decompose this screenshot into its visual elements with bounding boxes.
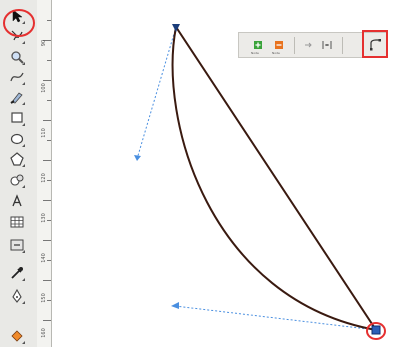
flyout-indicator [22, 278, 25, 281]
ruler-tick [47, 20, 51, 21]
ruler-tick [47, 300, 51, 301]
ruler-tick [43, 280, 51, 281]
break-curve-button[interactable] [318, 36, 336, 54]
paint-bucket-icon [11, 330, 23, 342]
rectangle-tool-button[interactable] [8, 109, 26, 127]
outline-tool-button[interactable] [8, 287, 26, 305]
curve-icon [10, 72, 24, 82]
shapes-icon [10, 174, 24, 186]
polygon-tool-button[interactable] [8, 150, 26, 168]
brush-icon [10, 92, 23, 104]
end-node[interactable] [371, 325, 381, 335]
end-node-highlight [366, 322, 386, 340]
zoom-tool-button[interactable] [8, 48, 26, 66]
to-curve-icon [370, 39, 381, 51]
pen-nib-icon [12, 288, 22, 303]
ruler-tick [43, 160, 51, 161]
start-node[interactable] [172, 24, 180, 32]
ruler-tick [47, 260, 51, 261]
ruler-tick [43, 200, 51, 201]
freehand-tool-button[interactable] [8, 68, 26, 86]
to-curve-button[interactable] [366, 36, 384, 54]
ruler-tick [43, 80, 51, 81]
artistic-media-tool-button[interactable] [8, 88, 26, 106]
flyout-indicator [22, 250, 25, 253]
flyout-indicator [22, 301, 25, 304]
control-handle-point[interactable] [171, 302, 179, 309]
flyout-indicator [22, 62, 25, 65]
toolbox [0, 0, 38, 347]
table-icon [10, 216, 24, 228]
ellipse-tool-button[interactable] [8, 130, 26, 148]
ruler-tick [47, 140, 51, 141]
add-node-label: Node [251, 51, 259, 55]
delete-node-label: Node [272, 51, 280, 55]
ellipse-icon [10, 133, 24, 145]
delete-node-button[interactable] [270, 36, 288, 54]
dimension-tool-button[interactable] [8, 236, 26, 254]
basic-shapes-tool-button[interactable] [8, 171, 26, 189]
vertical-ruler: 90 100 110 120 130 140 150 160 [37, 0, 52, 347]
flyout-indicator [22, 164, 25, 167]
flyout-indicator [22, 144, 25, 147]
break-curve-icon [322, 41, 332, 49]
flyout-indicator [22, 185, 25, 188]
add-node-button[interactable] [249, 36, 267, 54]
delete-node-icon [275, 41, 283, 49]
dimension-icon [10, 239, 24, 251]
flyout-indicator [22, 41, 25, 44]
ruler-tick [43, 320, 51, 321]
control-handle-line [174, 305, 377, 331]
ruler-tick [47, 180, 51, 181]
text-tool-button[interactable] [8, 192, 26, 210]
ruler-tick [47, 220, 51, 221]
separator [342, 37, 343, 54]
ruler-tick [47, 60, 51, 61]
add-node-icon [254, 41, 262, 49]
text-icon [12, 194, 22, 207]
to-curve-highlight [362, 30, 388, 58]
flyout-indicator [22, 341, 25, 344]
table-tool-button[interactable] [8, 213, 26, 231]
ruler-tick [43, 120, 51, 121]
separator [294, 37, 295, 54]
flyout-indicator [22, 82, 25, 85]
property-bar: Node Node [238, 30, 388, 58]
eyedropper-icon [11, 267, 23, 279]
rectangle-icon [11, 112, 23, 123]
eyedropper-tool-button[interactable] [8, 264, 26, 282]
ruler-tick [47, 100, 51, 101]
fill-tool-button[interactable] [8, 327, 26, 345]
join-icon [305, 42, 312, 48]
ruler-tick [43, 40, 51, 41]
ruler-tick [43, 240, 51, 241]
control-handle-point[interactable] [134, 155, 141, 161]
flyout-indicator [22, 123, 25, 126]
flyout-indicator [22, 102, 25, 105]
join-nodes-button[interactable] [299, 36, 317, 54]
polygon-icon [10, 152, 24, 166]
control-handle-line [136, 26, 177, 160]
curve-shape[interactable] [171, 24, 379, 332]
